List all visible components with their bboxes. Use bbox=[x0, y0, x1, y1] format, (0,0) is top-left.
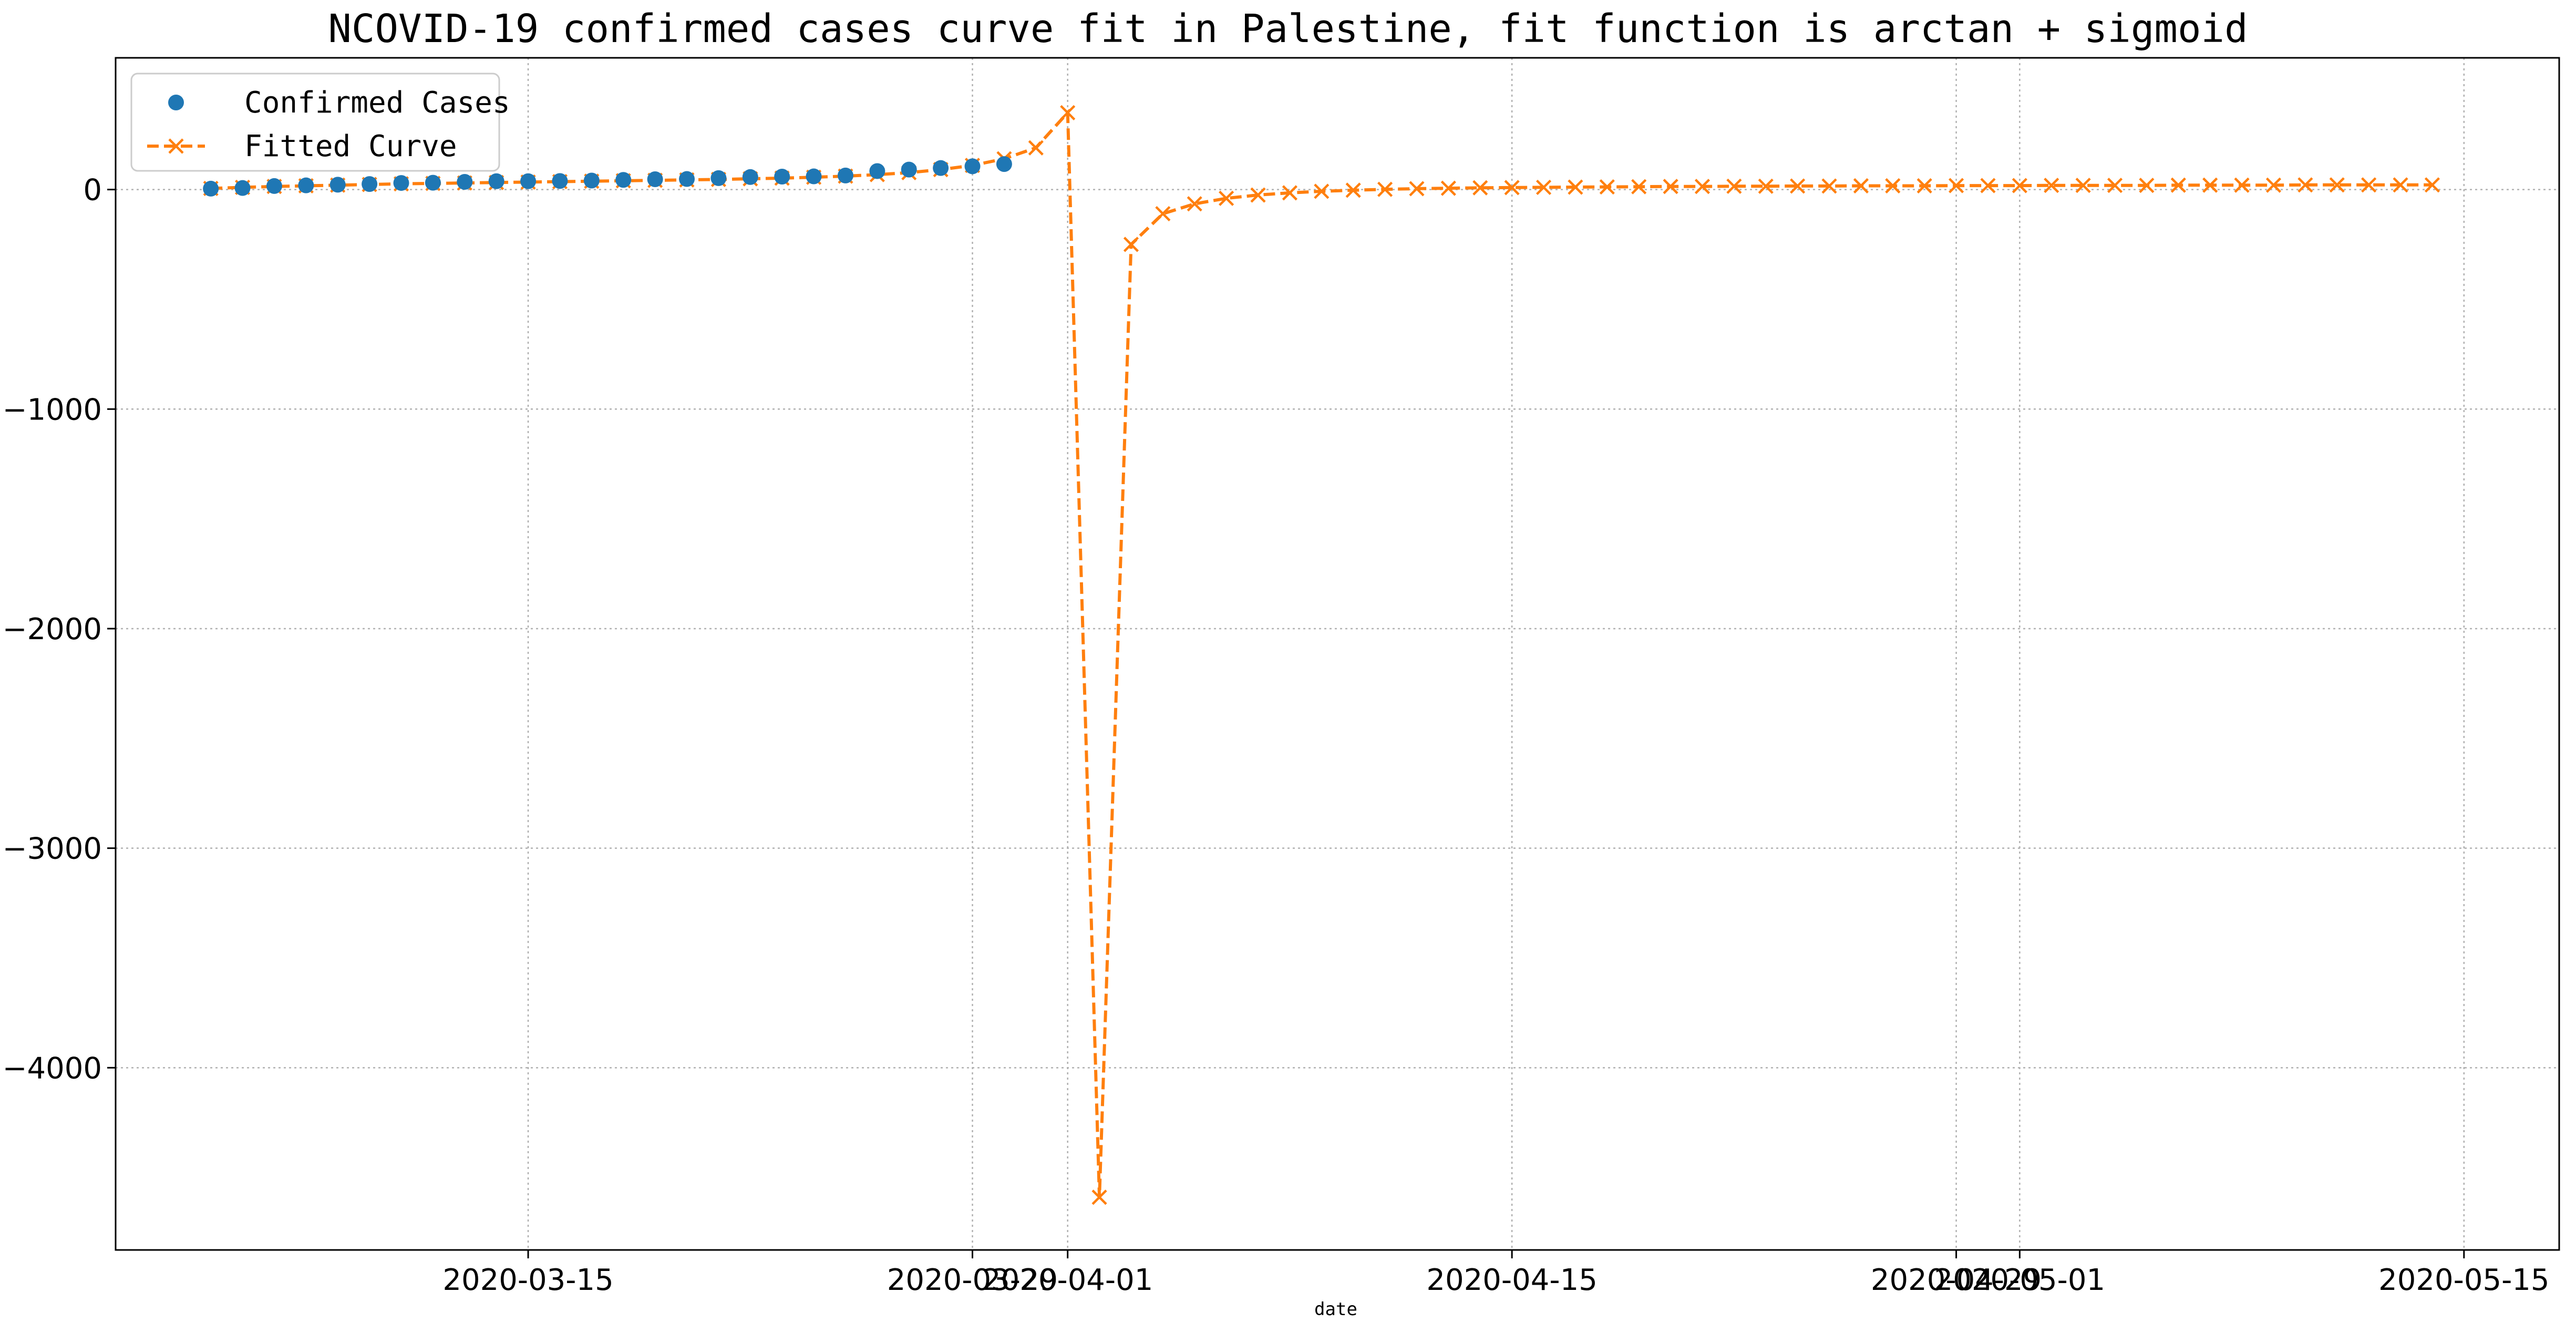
fitted-curve-point bbox=[1821, 178, 1837, 194]
y-tick-label: −3000 bbox=[3, 832, 102, 866]
fitted-curve-point bbox=[2075, 178, 2091, 193]
confirmed-cases-point bbox=[234, 180, 251, 196]
fitted-curve-point bbox=[1758, 178, 1774, 194]
x-tick-label: 2020-03-15 bbox=[442, 1263, 613, 1297]
fitted-curve-point bbox=[1345, 182, 1361, 198]
confirmed-cases-point bbox=[837, 167, 853, 183]
fitted-curve-point bbox=[2139, 178, 2155, 193]
fitted-curve-point bbox=[1599, 179, 1615, 195]
fitted-curve-point bbox=[2202, 177, 2218, 193]
fitted-curve-point bbox=[1123, 237, 1139, 252]
fitted-curve-point bbox=[1250, 187, 1266, 203]
confirmed-cases-point bbox=[806, 168, 822, 184]
x-tick-label: 2020-03-29 bbox=[887, 1263, 1058, 1297]
fitted-curve-point bbox=[1091, 1190, 1107, 1205]
y-tick-label: −2000 bbox=[3, 612, 102, 647]
series bbox=[203, 105, 2440, 1205]
x-axis-label: date bbox=[1314, 1299, 1357, 1320]
grid bbox=[116, 58, 2559, 1250]
fitted-curve-point bbox=[2265, 177, 2282, 193]
x-tick-label: 2020-04-01 bbox=[982, 1263, 1153, 1297]
fitted-curve-point bbox=[1568, 179, 1583, 195]
fitted-curve-point bbox=[1155, 206, 1171, 222]
legend: Confirmed Cases Fitted Curve bbox=[130, 73, 510, 172]
fitted-curve-point bbox=[1536, 179, 1552, 196]
fitted-curve-point bbox=[2424, 177, 2440, 193]
confirmed-cases-point bbox=[203, 180, 219, 197]
fitted-curve-point bbox=[1790, 178, 1806, 194]
fitted-curve-point bbox=[1440, 180, 1456, 196]
fitted-curve-point bbox=[1694, 179, 1711, 194]
fitted-curve-point bbox=[1472, 180, 1488, 196]
fitted-curve-point bbox=[1187, 196, 1202, 212]
x-tick-label: 2020-05-01 bbox=[1934, 1263, 2105, 1297]
fitted-curve-point bbox=[1409, 181, 1425, 197]
confirmed-cases-point bbox=[583, 172, 600, 189]
confirmed-cases-point bbox=[647, 171, 663, 187]
y-tick-label: −1000 bbox=[3, 393, 102, 427]
fitted-curve-point bbox=[1663, 179, 1678, 194]
confirmed-cases-point bbox=[362, 176, 378, 192]
fitted-curve-point bbox=[1314, 183, 1330, 199]
fitted-curve-point bbox=[2329, 177, 2345, 193]
y-tick-label: 0 bbox=[83, 173, 102, 208]
confirmed-cases-point bbox=[520, 173, 537, 189]
fitted-curve-point bbox=[2012, 178, 2027, 193]
confirmed-cases-point bbox=[298, 177, 314, 193]
confirmed-cases-point bbox=[964, 158, 981, 175]
fitted-curve-point bbox=[1060, 105, 1076, 121]
fitted-curve-point bbox=[2044, 178, 2059, 193]
legend-confirmed-label: Confirmed Cases bbox=[244, 86, 510, 120]
fitted-curve-point bbox=[1028, 140, 1044, 156]
fitted-curve-point bbox=[1631, 179, 1647, 194]
legend-box bbox=[130, 73, 500, 172]
confirmed-cases-point bbox=[393, 175, 409, 191]
confirmed-cases-point bbox=[869, 163, 885, 179]
ticks: 0 −1000 −2000 −3000 −4000 2020-03-15 2020-03-2… bbox=[3, 173, 2550, 1297]
x-tick-label: 2020-04-29 bbox=[1871, 1263, 2042, 1297]
fitted-curve-point bbox=[1219, 190, 1234, 206]
fitted-curve-point bbox=[1726, 178, 1742, 194]
fitted-curve-point bbox=[2107, 178, 2123, 193]
confirmed-cases-point bbox=[488, 173, 504, 189]
fitted-curve-point bbox=[2361, 177, 2377, 193]
confirmed-cases-point bbox=[710, 170, 727, 186]
fitted-curve-point bbox=[1885, 178, 1901, 194]
fitted-curve-point bbox=[1853, 178, 1869, 194]
fitted-curve-point bbox=[1504, 180, 1520, 196]
fitted-curve-point bbox=[2297, 177, 2313, 193]
axes-frame bbox=[115, 57, 2560, 1251]
fitted-curve-point bbox=[1949, 178, 1964, 193]
confirmed-cases-point bbox=[329, 177, 346, 193]
confirmed-cases-point bbox=[679, 171, 695, 187]
confirmed-cases-point bbox=[552, 173, 568, 189]
y-tick-label: −4000 bbox=[3, 1051, 102, 1085]
fitted-curve-point bbox=[1980, 178, 1996, 193]
confirmed-cases-point bbox=[996, 156, 1012, 172]
x-tick-label: 2020-05-15 bbox=[2378, 1263, 2549, 1297]
fitted-curve-point bbox=[2393, 177, 2408, 193]
chart-title: NCOVID-19 confirmed cases curve fit in P… bbox=[328, 6, 2248, 52]
confirmed-cases-point bbox=[425, 175, 441, 191]
confirmed-cases-point bbox=[901, 161, 917, 178]
confirmed-cases-point bbox=[774, 168, 790, 184]
fitted-curve-point bbox=[1916, 178, 1932, 194]
legend-fitted-label: Fitted Curve bbox=[244, 129, 457, 163]
fitted-curve-point bbox=[1377, 181, 1393, 197]
legend-fitted-marker bbox=[168, 138, 184, 154]
legend-confirmed-marker bbox=[168, 95, 184, 110]
confirmed-cases-point bbox=[457, 173, 473, 190]
fitted-curve-point bbox=[2234, 177, 2250, 193]
confirmed-cases-point bbox=[266, 178, 282, 194]
fitted-curve-point bbox=[1282, 185, 1298, 201]
confirmed-cases-point bbox=[933, 160, 949, 176]
fitted-curve-point bbox=[2170, 177, 2186, 193]
x-tick-label: 2020-04-15 bbox=[1426, 1263, 1597, 1297]
confirmed-cases-point bbox=[742, 169, 758, 185]
confirmed-cases-point bbox=[615, 172, 632, 188]
